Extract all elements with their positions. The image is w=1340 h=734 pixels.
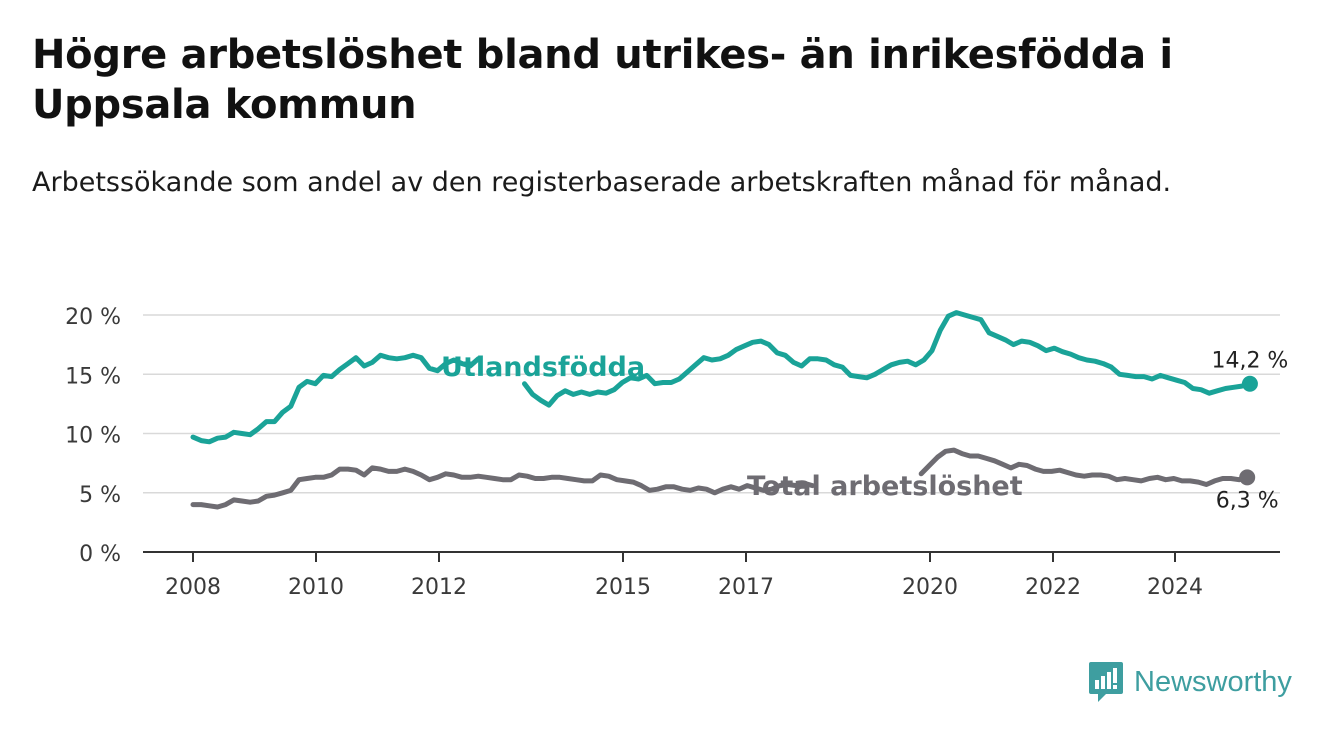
y-tick-label: 15 % [65,364,121,389]
series-line [190,352,481,445]
series-line [918,447,1250,487]
y-tick-label: 0 % [79,542,121,567]
x-tick-label: 2010 [288,575,344,600]
series-line [522,310,1253,408]
brand-name: Newsworthy [1134,665,1292,698]
x-tick-label: 2015 [595,575,651,600]
x-tick-label: 2008 [165,575,221,600]
series-end-label: 6,3 % [1216,488,1279,513]
series-end-label: 14,2 % [1211,349,1288,374]
chart-subtitle: Arbetssökande som andel av den registerb… [32,167,1172,198]
newsworthy-logo-icon [1089,662,1123,702]
y-tick-label: 20 % [65,305,121,330]
brand-logo[interactable]: Newsworthy [1088,660,1292,704]
x-axis-ticks: 2008 2010 2012 2015 2017 2020 2022 2024 [165,552,1203,600]
y-axis-ticks: 0 % 5 % 10 % 15 % 20 % [65,305,121,567]
series-lines [190,310,1258,510]
series-end-point [1239,469,1256,486]
series-line [190,465,815,510]
x-tick-label: 2024 [1147,575,1203,600]
x-tick-label: 2022 [1025,575,1081,600]
x-tick-label: 2012 [411,575,467,600]
series-name-label: Utlandsfödda [441,352,645,383]
gridlines [143,314,1280,553]
series-name-label: Total arbetslöshet [747,471,1023,502]
x-tick-label: 2017 [718,575,774,600]
series-labels: 14,2 % 6,3 % Utlandsfödda Total arbetslöshe… [441,349,1288,514]
y-tick-label: 5 % [79,483,121,508]
chart-title: Högre arbetslöshet bland utrikes- än inr… [32,32,1173,128]
x-tick-label: 2020 [902,575,958,600]
series-end-point [1241,375,1258,392]
y-tick-label: 10 % [65,424,121,449]
